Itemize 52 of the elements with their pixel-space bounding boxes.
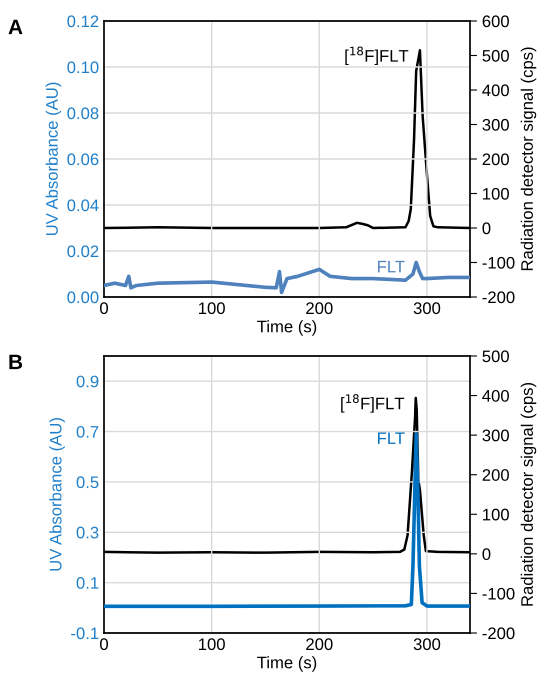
x-tick-label: 100 — [199, 638, 225, 650]
x-axis-title: Time (s) — [257, 656, 316, 672]
line-series — [104, 432, 470, 608]
y2-tick-label: 100 — [483, 188, 509, 200]
line-series — [104, 260, 470, 294]
y-tick-label: 0.08 — [67, 107, 98, 120]
y-tick-label: 0.9 — [76, 376, 98, 388]
y2-tick-label: -100 — [482, 588, 515, 600]
annotation: [$^{18}$F]FLT — [341, 394, 404, 413]
y2-tick-label: -200 — [482, 627, 515, 640]
y2-tick-label: -200 — [482, 291, 515, 304]
y2-tick-label: 500 — [482, 50, 509, 62]
y2-tick-label: 200 — [482, 153, 509, 166]
y-tick-label: 0.1 — [76, 577, 98, 589]
y-tick-label: 0.10 — [67, 61, 98, 74]
x-tick-label: 200 — [306, 638, 333, 650]
x-tick-label: 0 — [100, 638, 108, 650]
y2-tick-label: -100 — [482, 256, 515, 269]
y2-tick-label: 300 — [482, 430, 509, 442]
y2-tick-label: 100 — [483, 508, 509, 520]
x-tick-label: 100 — [199, 302, 225, 314]
y2-tick-label: 500 — [482, 350, 509, 362]
y-axis-title: UV Absorbance (AU) — [49, 418, 65, 571]
y2-tick-label: 400 — [482, 390, 509, 402]
y-tick-label: 0.00 — [67, 291, 98, 304]
y2-tick-label: 600 — [482, 15, 509, 28]
y-tick-label: 0.12 — [67, 15, 98, 28]
y2-axis-title: Radiation detector signal (cps) — [520, 47, 536, 270]
x-tick-label: 300 — [414, 638, 440, 650]
y-tick-label: 0.7 — [76, 426, 98, 438]
y2-tick-label: 0 — [482, 548, 490, 560]
y-tick-label: 0.04 — [67, 199, 99, 212]
y-tick-label: 0.5 — [76, 476, 98, 488]
y2-axis-title: Radiation detector signal (cps) — [520, 382, 536, 606]
x-tick-label: 200 — [306, 302, 333, 314]
y2-tick-label: 400 — [482, 84, 509, 96]
x-tick-label: 300 — [414, 302, 440, 314]
y2-tick-label: 0 — [482, 222, 490, 234]
annotation: FLT — [378, 432, 405, 444]
chart-title: A — [8, 20, 22, 34]
chart-title: B — [9, 354, 22, 370]
y-tick-label: 0.02 — [67, 245, 98, 258]
y-tick-label: -0.1 — [71, 627, 98, 640]
x-tick-label: 0 — [100, 302, 108, 314]
annotation: FLT — [378, 260, 405, 272]
y-axis-title: UV Absorbance (AU) — [46, 82, 62, 236]
x-axis-title: Time (s) — [257, 320, 316, 336]
annotation: [$^{18}$F]FLT — [345, 46, 408, 66]
y2-tick-label: 200 — [482, 469, 509, 481]
y2-tick-label: 300 — [482, 118, 509, 131]
y-tick-label: 0.3 — [76, 526, 98, 538]
y-tick-label: 0.06 — [67, 153, 98, 166]
